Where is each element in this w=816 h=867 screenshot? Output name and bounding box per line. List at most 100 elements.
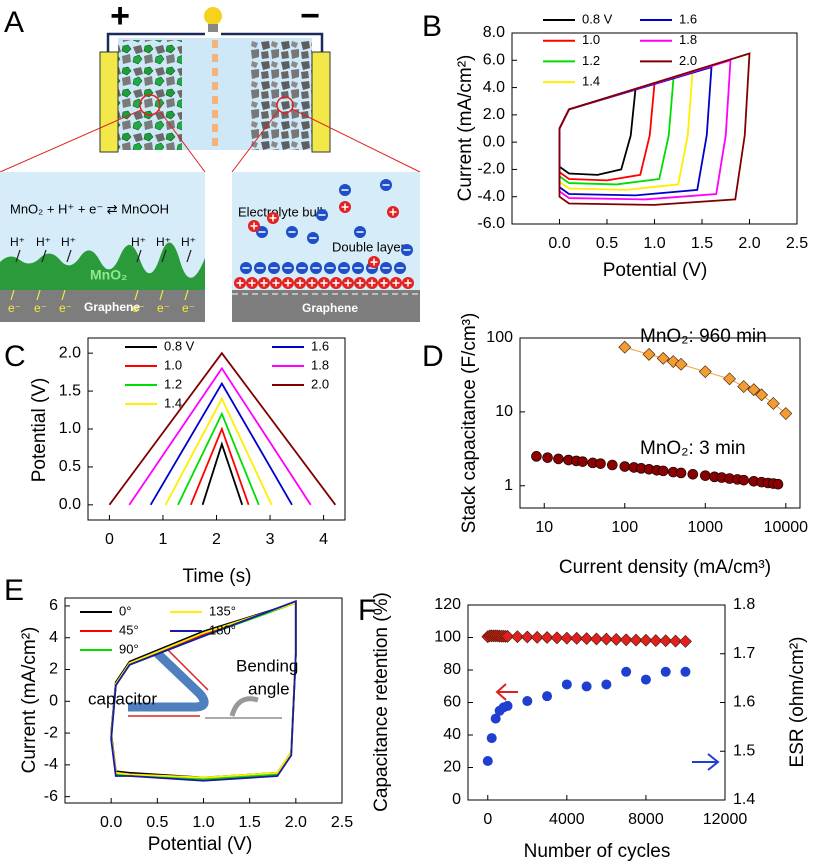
- legend-label: 1.2: [164, 376, 182, 391]
- legend-label: 45°: [119, 622, 139, 637]
- marker: [723, 372, 736, 386]
- x-tick-label: 1: [159, 531, 168, 548]
- y-tick-label: 60: [443, 694, 461, 711]
- legend-label: 1.0: [164, 357, 182, 372]
- x-tick-label: 3: [266, 531, 275, 548]
- marker: [619, 461, 631, 472]
- capacitor-icon: [128, 648, 209, 712]
- x-tick-label: 2: [212, 531, 221, 548]
- electron-arrow: [184, 289, 189, 301]
- electron-arrow: [61, 289, 66, 301]
- y-tick-label: 6.0: [483, 52, 505, 69]
- marker: [482, 756, 493, 766]
- y-axis-label: Stack capacitance (F/cm³): [459, 313, 480, 534]
- proton-label: H⁺: [156, 235, 171, 249]
- marker: [698, 365, 712, 379]
- marker: [490, 713, 501, 724]
- proton-arrow: [186, 249, 192, 263]
- marker: [619, 633, 633, 647]
- series-line: [201, 441, 244, 506]
- marker: [738, 474, 750, 486]
- bulb-base: [208, 24, 218, 32]
- axis-arrow: [692, 753, 720, 771]
- y-tick-label: -4.0: [477, 188, 505, 205]
- y-axis-label: Current (mA/cm²): [19, 627, 40, 774]
- marker: [486, 733, 497, 744]
- y2-tick-label: 1.6: [733, 694, 755, 711]
- series-line: [164, 396, 273, 506]
- x-tick-label: 100: [611, 519, 638, 536]
- marker: [660, 666, 671, 677]
- marker: [599, 632, 613, 646]
- marker: [675, 467, 687, 479]
- marker: [561, 679, 572, 690]
- x-tick-label: 4: [319, 531, 328, 548]
- series-line: [108, 351, 337, 506]
- y-tick-label: 2: [49, 661, 58, 678]
- y2-tick-label: 1.5: [733, 742, 755, 759]
- legend-label: 0.8 V: [582, 11, 613, 26]
- series-line: [149, 381, 293, 506]
- y-tick-label: 1.5: [59, 382, 81, 399]
- y2-tick-label: 1.8: [733, 596, 755, 613]
- y-tick-label: 0: [452, 791, 461, 808]
- x-tick-label: 0.5: [146, 814, 168, 831]
- electron-label: e⁻: [8, 301, 21, 315]
- x-tick-label: 8000: [628, 811, 664, 828]
- x-tick-label: 2.5: [786, 235, 808, 252]
- series-line: [110, 599, 297, 782]
- electron-arrow: [36, 289, 41, 301]
- marker: [657, 465, 669, 477]
- proton-arrow: [136, 249, 142, 263]
- legend-label: 1.2: [582, 53, 600, 68]
- marker: [531, 451, 542, 462]
- x-tick-label: 2.5: [331, 814, 353, 831]
- marker: [629, 633, 643, 647]
- panel-label: B: [422, 10, 442, 43]
- marker: [779, 407, 793, 420]
- panel-label: D: [422, 340, 444, 373]
- bulb: [204, 7, 222, 25]
- y-tick-label: 120: [434, 596, 461, 613]
- marker: [590, 632, 603, 646]
- annotation: Bending: [236, 656, 298, 675]
- legend-label: 0°: [119, 603, 131, 618]
- x-tick-label: 1.0: [192, 814, 214, 831]
- y-tick-label: 1: [504, 477, 513, 494]
- marker: [737, 380, 751, 394]
- y-tick-label: -2: [44, 724, 58, 741]
- x-tick-label: 1.5: [239, 814, 261, 831]
- graphene-electrode: [250, 40, 312, 150]
- marker: [560, 631, 574, 645]
- plus-sign: +: [110, 0, 130, 35]
- marker: [501, 629, 514, 643]
- marker: [595, 458, 606, 469]
- legend-label: 1.8: [311, 357, 329, 372]
- x-tick-label: 2.0: [738, 235, 760, 252]
- legend-label: 90°: [119, 641, 139, 656]
- legend-label: 0.8 V: [164, 338, 195, 353]
- marker: [522, 696, 533, 707]
- marker: [542, 452, 553, 463]
- legend-label: 2.0: [311, 376, 329, 391]
- x-axis-label: Number of cycles: [524, 841, 671, 862]
- graphene-label: Graphene: [302, 301, 358, 315]
- electron-arrow: [159, 289, 164, 301]
- series-line: [128, 366, 312, 506]
- proton-arrow: [15, 249, 21, 263]
- panel-label: F: [358, 594, 376, 627]
- electron-arrow: [134, 289, 139, 301]
- legend-label: 1.4: [582, 74, 600, 89]
- marker: [766, 397, 780, 410]
- marker: [674, 357, 688, 371]
- graphene-label: Graphene: [84, 300, 140, 314]
- marker: [772, 478, 784, 490]
- y2-axis-label: ESR (ohm/cm²): [787, 637, 808, 768]
- ions: [234, 179, 414, 289]
- y2-tick-label: 1.4: [733, 791, 755, 808]
- current-collector: [311, 51, 331, 153]
- y-tick-label: 4.0: [483, 79, 505, 96]
- electron-label: e⁻: [182, 301, 195, 315]
- legend-label: 135°: [209, 603, 236, 618]
- panel-label: C: [4, 340, 26, 373]
